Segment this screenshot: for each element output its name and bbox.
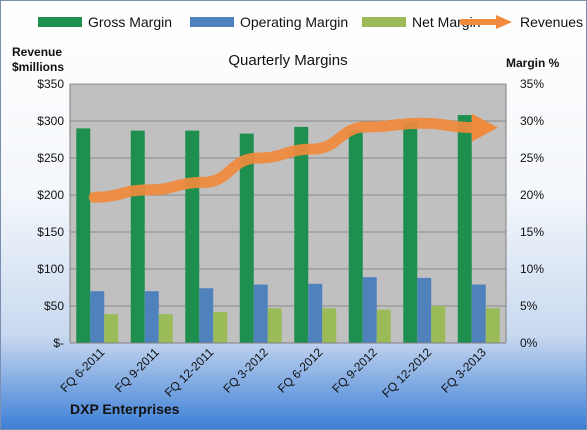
left-tick-label: $150 bbox=[37, 225, 64, 239]
bar-net-margin bbox=[431, 306, 446, 343]
legend-item-revenues: Revenues bbox=[460, 14, 583, 30]
right-tick-label: 30% bbox=[520, 114, 544, 128]
left-tick-label: $200 bbox=[37, 188, 64, 202]
bar-net-margin bbox=[485, 308, 500, 343]
right-tick-label: 5% bbox=[520, 299, 538, 313]
bar-gross-margin bbox=[185, 130, 200, 343]
bar-operating-margin bbox=[471, 284, 486, 343]
legend-item-operating-margin: Operating Margin bbox=[190, 14, 348, 30]
x-tick-label: FQ 12-2012 bbox=[379, 345, 434, 400]
legend-arrow-icon bbox=[460, 15, 512, 29]
legend-swatch-net-margin bbox=[362, 17, 406, 27]
bar-net-margin bbox=[104, 314, 119, 343]
x-tick-label: FQ 6-2012 bbox=[275, 345, 326, 396]
left-tick-label: $250 bbox=[37, 151, 64, 165]
right-tick-label: 35% bbox=[520, 77, 544, 91]
x-tick-label: FQ 3-2012 bbox=[220, 345, 271, 396]
bar-operating-margin bbox=[417, 277, 432, 343]
legend: Gross Margin Operating Margin Net Margin… bbox=[0, 14, 587, 38]
chart-title: Quarterly Margins bbox=[228, 52, 348, 69]
bar-gross-margin bbox=[294, 126, 309, 343]
x-tick-label: FQ 12-2011 bbox=[162, 345, 217, 400]
bar-gross-margin bbox=[239, 133, 254, 343]
bar-operating-margin bbox=[308, 283, 323, 343]
x-tick-label: FQ 3-2013 bbox=[438, 345, 489, 396]
legend-label-net-margin: Net Margin bbox=[412, 14, 481, 30]
revenues-arrowhead bbox=[471, 113, 498, 142]
legend-swatch-gross-margin bbox=[38, 17, 82, 27]
right-tick-label: 20% bbox=[520, 188, 544, 202]
left-tick-label: $350 bbox=[37, 77, 64, 91]
legend-label-operating-margin: Operating Margin bbox=[240, 14, 349, 30]
left-axis-title-line2: $millions bbox=[12, 60, 65, 74]
bar-gross-margin bbox=[348, 130, 363, 343]
bar-gross-margin bbox=[403, 122, 418, 343]
left-tick-label: $- bbox=[53, 336, 64, 350]
right-tick-label: 25% bbox=[520, 151, 544, 165]
bar-operating-margin bbox=[253, 284, 268, 343]
legend-swatch-operating-margin bbox=[190, 17, 234, 27]
legend-item-net-margin: Net Margin bbox=[362, 14, 480, 30]
bar-net-margin bbox=[322, 308, 337, 343]
bar-net-margin bbox=[158, 314, 173, 343]
bar-net-margin bbox=[267, 308, 282, 343]
bar-gross-margin bbox=[76, 128, 91, 343]
legend-item-gross-margin: Gross Margin bbox=[38, 14, 172, 30]
bar-gross-margin bbox=[457, 115, 472, 343]
x-tick-label: FQ 6-2011 bbox=[58, 345, 108, 395]
x-tick-label: FQ 9-2012 bbox=[329, 345, 380, 396]
bar-net-margin bbox=[376, 309, 391, 343]
left-axis-title: Revenue $millions bbox=[12, 45, 64, 75]
legend-label-gross-margin: Gross Margin bbox=[88, 14, 173, 30]
revenues-line bbox=[88, 117, 482, 203]
x-tick-label: FQ 9-2011 bbox=[112, 345, 162, 395]
left-tick-label: $300 bbox=[37, 114, 64, 128]
left-tick-label: $50 bbox=[44, 299, 64, 313]
bar-gross-margin bbox=[130, 130, 145, 343]
company-name: DXP Enterprises bbox=[70, 401, 180, 417]
bar-net-margin bbox=[213, 311, 228, 343]
bar-operating-margin bbox=[362, 277, 377, 343]
bar-operating-margin bbox=[90, 291, 105, 343]
right-axis-title: Margin % bbox=[506, 56, 560, 70]
right-tick-label: 15% bbox=[520, 225, 544, 239]
bar-operating-margin bbox=[144, 291, 159, 343]
right-tick-label: 0% bbox=[520, 336, 538, 350]
bar-operating-margin bbox=[199, 288, 214, 343]
right-tick-label: 10% bbox=[520, 262, 544, 276]
left-tick-label: $100 bbox=[37, 262, 64, 276]
left-axis-title-line1: Revenue bbox=[12, 45, 63, 59]
legend-label-revenues: Revenues bbox=[520, 14, 584, 30]
